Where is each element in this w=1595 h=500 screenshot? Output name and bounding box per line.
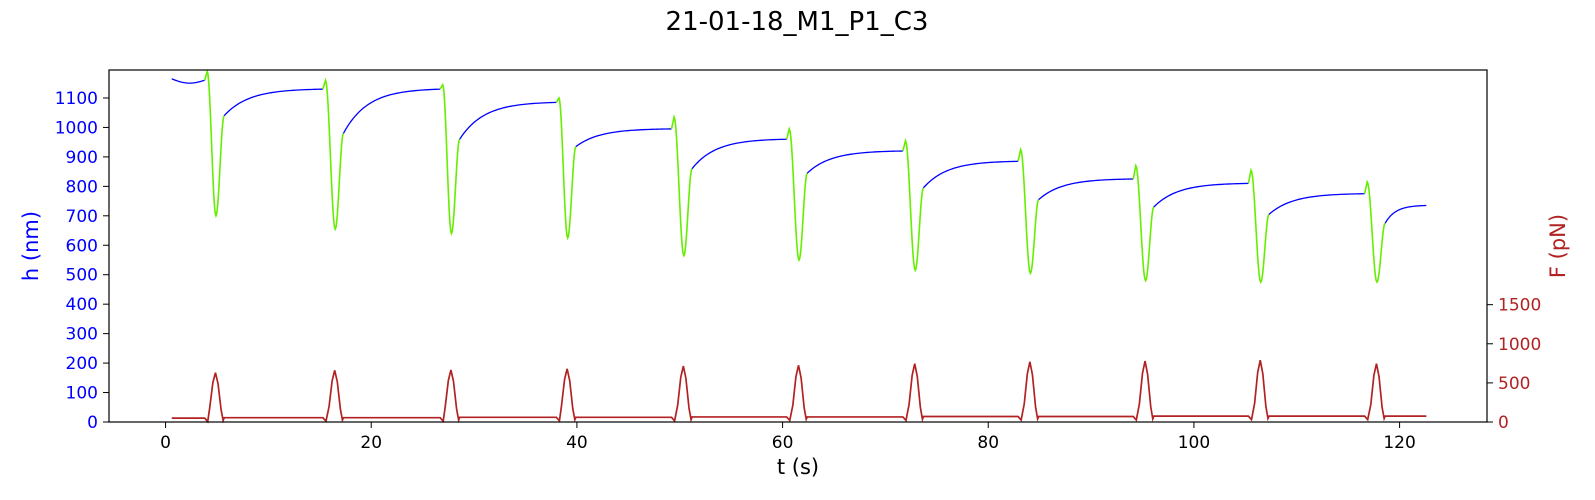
y-left-tick-label: 700 — [66, 207, 98, 227]
height-relax-segment — [342, 88, 441, 134]
y-axis-right: 0 500 1000 1500 — [1487, 296, 1541, 433]
y-left-tick-label: 400 — [66, 295, 98, 315]
y-left-tick-label: 1000 — [55, 118, 98, 138]
height-indent-segment — [322, 77, 345, 232]
height-indent-segment — [1017, 146, 1040, 276]
y-left-tick-label: 600 — [66, 236, 98, 256]
y-axis-left-label: h (nm) — [19, 211, 43, 281]
y-right-tick-label: 1000 — [1498, 335, 1541, 355]
x-tick-label: 100 — [1178, 433, 1210, 453]
x-axis: 0 20 40 60 80 100 120 — [160, 422, 1416, 453]
height-indent-segment — [1132, 162, 1155, 283]
height-indent-segment — [670, 114, 693, 258]
y-axis-right-label: F (pN) — [1546, 214, 1570, 278]
height-relax-segment — [1153, 182, 1249, 208]
height-indent-segment — [555, 95, 577, 241]
y-left-tick-label: 0 — [87, 413, 98, 433]
y-right-tick-label: 0 — [1498, 413, 1509, 433]
y-left-tick-label: 500 — [66, 266, 98, 286]
height-relax-segment — [1038, 178, 1134, 201]
y-axis-left: 0 100 200 300 400 500 600 700 800 900 1000 1100 — [55, 89, 109, 433]
height-indent-segment — [203, 68, 225, 219]
height-indent-segment — [439, 82, 461, 236]
y-right-tick-label: 500 — [1498, 374, 1530, 394]
y-left-tick-label: 1100 — [55, 89, 98, 109]
y-left-tick-label: 100 — [66, 384, 98, 404]
x-tick-label: 0 — [160, 433, 171, 453]
height-indent-segment — [785, 126, 808, 263]
height-relax-segment — [1268, 193, 1365, 215]
series-layer — [171, 68, 1427, 424]
height-indent-segment — [902, 137, 925, 273]
x-axis-label: t (s) — [777, 455, 819, 479]
height-indent-segment — [1363, 179, 1386, 284]
height-relax-segment — [459, 101, 557, 140]
y-left-tick-label: 300 — [66, 325, 98, 345]
x-tick-label: 40 — [566, 433, 588, 453]
x-tick-label: 120 — [1383, 433, 1415, 453]
height-relax-segment — [806, 150, 903, 174]
y-right-tick-label: 1500 — [1498, 296, 1541, 316]
height-indent-segment — [1247, 167, 1270, 284]
y-left-tick-label: 200 — [66, 354, 98, 374]
x-tick-label: 20 — [360, 433, 382, 453]
y-left-tick-label: 900 — [66, 148, 98, 168]
plot-frame — [108, 69, 1488, 423]
height-relax-segment — [171, 78, 205, 84]
height-relax-segment — [223, 88, 323, 117]
height-relax-segment — [1384, 204, 1427, 224]
height-relax-segment — [575, 128, 672, 148]
x-tick-label: 80 — [977, 433, 999, 453]
chart-title: 21-01-18_M1_P1_C3 — [666, 7, 929, 37]
force-series — [171, 360, 1427, 424]
height-relax-segment — [922, 160, 1019, 189]
x-tick-label: 60 — [772, 433, 794, 453]
y-left-tick-label: 800 — [66, 177, 98, 197]
height-relax-segment — [691, 138, 787, 170]
